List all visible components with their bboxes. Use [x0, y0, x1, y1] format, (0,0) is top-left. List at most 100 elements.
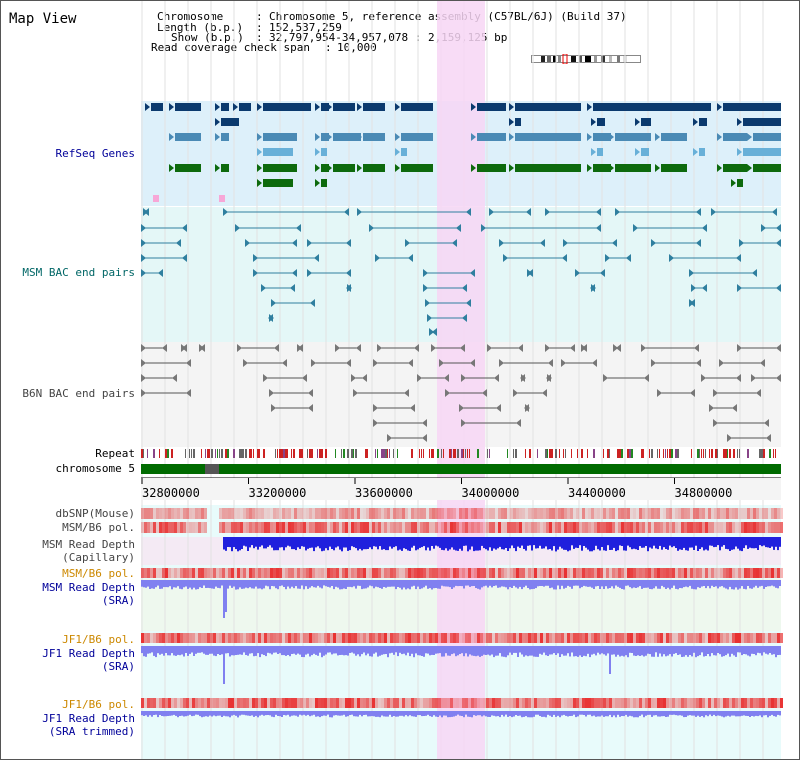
depth-bar	[517, 537, 519, 547]
track-label-msm-depth-capillary[interactable]: MSM Read Depth (Capillary)	[1, 538, 135, 564]
track-label-repeat[interactable]: Repeat	[95, 447, 135, 460]
density-cell	[585, 633, 588, 643]
depth-bar	[479, 711, 481, 716]
depth-bar	[409, 646, 411, 657]
depth-bar	[427, 646, 429, 654]
density-cell	[144, 568, 147, 578]
track-label-b6n-bac[interactable]: B6N BAC end pairs	[22, 387, 135, 400]
bac-end	[141, 374, 146, 382]
depth-bar	[453, 537, 455, 550]
b6n-bac-track[interactable]	[141, 344, 781, 442]
repeat-track[interactable]	[141, 449, 776, 458]
track-label-dbsnp[interactable]: dbSNP(Mouse)	[55, 507, 135, 520]
density-cell	[762, 698, 765, 708]
depth-bar	[495, 580, 497, 586]
density-cell	[531, 508, 534, 519]
depth-bar	[269, 537, 271, 546]
density-cell	[690, 522, 693, 533]
density-cell	[435, 698, 438, 708]
depth-bar	[255, 580, 257, 587]
density-cell	[459, 522, 462, 533]
repeat-element	[723, 449, 725, 458]
bac-end	[261, 284, 266, 292]
depth-bar	[175, 580, 177, 588]
density-cell	[774, 633, 777, 643]
depth-bar	[541, 646, 543, 655]
density-cell	[474, 522, 477, 533]
depth-bar	[471, 646, 473, 656]
density-cell	[369, 522, 372, 533]
depth-bar	[319, 646, 321, 653]
depth-bar	[719, 711, 721, 716]
density-cell	[546, 508, 549, 519]
bac-end	[158, 269, 163, 277]
variation-tracks[interactable]	[141, 508, 783, 718]
depth-bar	[309, 711, 311, 717]
bac-end	[223, 208, 228, 216]
density-cell	[480, 633, 483, 643]
track-label-jf1-depth-trimmed[interactable]: JF1 Read Depth (SRA trimmed)	[1, 712, 135, 738]
depth-bar	[347, 711, 349, 717]
density-cell	[633, 698, 636, 708]
density-cell	[495, 568, 498, 578]
gene-arrow	[169, 133, 174, 141]
gene-exon	[743, 148, 781, 156]
density-cell	[594, 568, 597, 578]
bac-end	[689, 269, 694, 277]
bac-end	[292, 239, 297, 247]
track-label-msm-bac[interactable]: MSM BAC end pairs	[22, 266, 135, 279]
density-cell	[453, 568, 456, 578]
track-label-jf1-depth-sra[interactable]: JF1 Read Depth (SRA)	[1, 647, 135, 673]
track-label-jf1-pol[interactable]: JF1/B6 pol.	[62, 633, 135, 646]
track-label-msm-b6-pol[interactable]: MSM/B6 pol.	[62, 521, 135, 534]
density-cell	[228, 698, 231, 708]
density-cell	[750, 698, 753, 708]
density-cell	[201, 522, 204, 533]
density-cell	[240, 633, 243, 643]
density-cell	[366, 698, 369, 708]
density-cell	[336, 698, 339, 708]
depth-bar	[443, 580, 445, 587]
depth-bar	[659, 580, 661, 589]
track-label-jf1-pol-2[interactable]: JF1/B6 pol.	[62, 698, 135, 711]
depth-bar	[671, 537, 673, 548]
bac-end	[711, 208, 716, 216]
gene-exon	[175, 103, 201, 111]
repeat-element	[725, 449, 727, 458]
density-cell	[450, 698, 453, 708]
depth-bar	[233, 711, 235, 715]
density-cell	[459, 508, 462, 519]
track-label-refseq[interactable]: RefSeq Genes	[55, 147, 135, 160]
density-cell	[198, 633, 201, 643]
density-cell	[417, 568, 420, 578]
msm-bac-track[interactable]	[141, 208, 781, 336]
depth-bar	[229, 580, 231, 586]
depth-bar	[607, 580, 609, 589]
density-cell	[291, 522, 294, 533]
depth-bar	[707, 711, 709, 717]
track-label-msm-b6-pol-2[interactable]: MSM/B6 pol.	[62, 567, 135, 580]
track-label-msm-depth-sra[interactable]: MSM Read Depth (SRA)	[1, 581, 135, 607]
depth-bar	[719, 646, 721, 655]
depth-bar	[409, 537, 411, 551]
depth-bar	[603, 711, 605, 717]
repeat-element	[239, 449, 241, 458]
depth-bar	[579, 711, 581, 715]
depth-bar	[687, 580, 689, 588]
density-cell	[621, 508, 624, 519]
density-cell	[375, 522, 378, 533]
gene-exon	[321, 103, 329, 111]
depth-bar	[371, 537, 373, 550]
density-cell	[171, 522, 174, 533]
refseq-track[interactable]	[145, 103, 781, 202]
depth-bar	[759, 537, 761, 546]
density-cell	[471, 568, 474, 578]
depth-bar	[755, 711, 757, 716]
track-label-chromosome[interactable]: chromosome 5	[55, 462, 135, 475]
density-cell	[723, 508, 726, 519]
density-cell	[528, 508, 531, 519]
density-cell	[627, 568, 630, 578]
depth-bar	[371, 646, 373, 657]
depth-bar	[271, 711, 273, 717]
